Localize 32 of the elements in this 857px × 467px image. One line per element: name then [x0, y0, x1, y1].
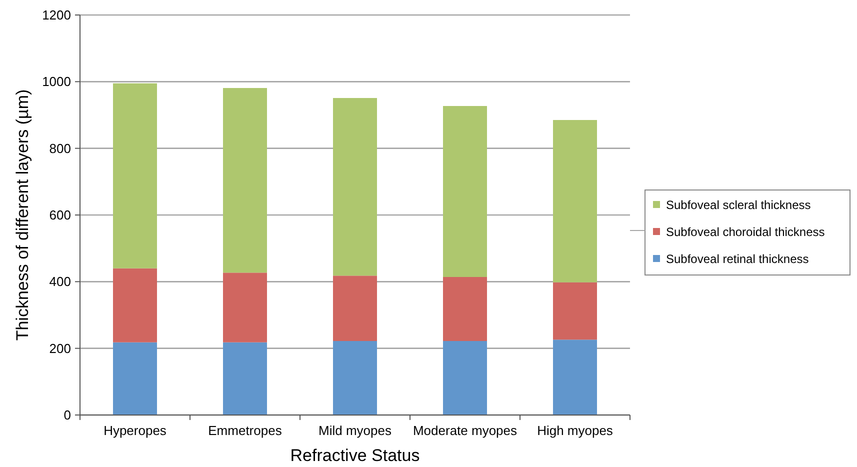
y-tick-label: 1200	[42, 8, 71, 23]
y-tick-label: 400	[49, 274, 71, 290]
y-tick-label: 800	[49, 140, 71, 156]
bar	[333, 276, 377, 341]
bar	[113, 83, 157, 268]
bar	[333, 341, 377, 415]
x-tick-label: High myopes	[537, 423, 614, 438]
bar	[223, 272, 267, 342]
x-tick-label: Mild myopes	[318, 423, 392, 438]
bar	[553, 120, 597, 282]
bar	[443, 106, 487, 277]
bar	[113, 342, 157, 415]
legend-label: Subfoveal retinal thickness	[666, 252, 809, 266]
y-tick-label: 1000	[42, 74, 71, 90]
x-tick-label: Emmetropes	[208, 423, 282, 438]
bar	[113, 268, 157, 342]
legend-label: Subfoveal choroidal thickness	[666, 225, 825, 240]
bar	[333, 98, 377, 276]
y-tick-label: 200	[49, 340, 71, 356]
bar	[443, 277, 487, 341]
bar	[223, 88, 267, 273]
y-axis-title: Thickness of different layers (µm)	[13, 89, 32, 341]
legend-label: Subfoveal scleral thickness	[666, 198, 811, 212]
x-tick-label: Moderate myopes	[412, 423, 518, 438]
bar	[443, 341, 487, 415]
bar	[223, 342, 267, 415]
y-tick-label: 600	[49, 208, 71, 223]
bar	[553, 282, 597, 340]
bar	[553, 340, 597, 415]
x-tick-label: Hyperopes	[104, 423, 167, 438]
x-axis-title: Refractive Status	[290, 446, 420, 465]
y-tick-label: 0	[64, 408, 71, 423]
